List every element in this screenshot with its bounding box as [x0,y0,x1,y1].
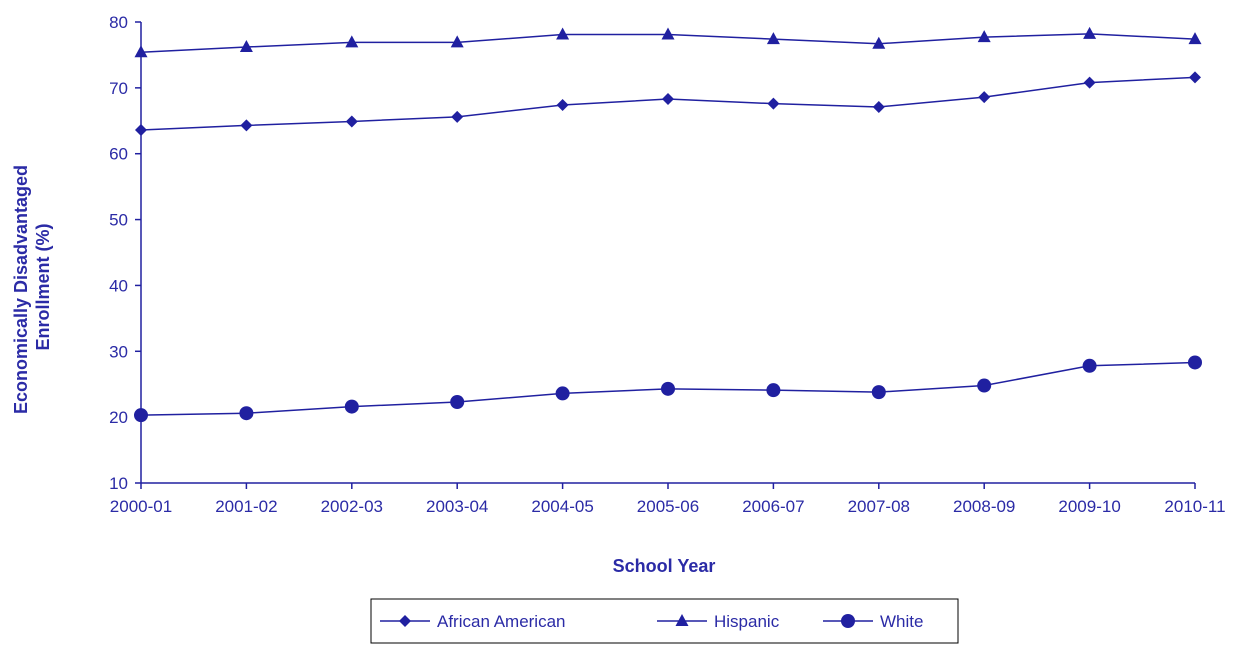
legend-marker-white [841,614,855,628]
legend-item-white: White [823,612,923,631]
legend-item-african-american: African American [380,612,566,631]
x-tick-label: 2010-11 [1164,497,1225,516]
data-point-hispanic [1188,32,1202,45]
data-point-hispanic [450,35,464,48]
series-layer [134,26,1202,423]
y-tick-label: 40 [109,276,128,295]
data-point-white [871,385,886,400]
data-point-white [450,394,465,409]
x-tick-label: 2004-05 [531,497,593,516]
legend-marker-hispanic [675,614,689,626]
legend-label-hispanic: Hispanic [714,612,780,631]
data-point-white [134,408,148,423]
legend: African American Hispanic White [370,598,959,644]
y-axis-title-line-2: Enrollment (%) [33,223,53,350]
x-tick-label: 2006-07 [742,497,804,516]
data-point-hispanic [1083,26,1097,39]
axes [140,22,1195,484]
y-tick-label: 20 [109,408,128,427]
data-point-white [555,386,570,401]
legend-label-white: White [880,612,923,631]
data-point-african-american [556,98,569,111]
data-point-hispanic [766,32,780,45]
x-axis-ticks: 2000-01 2001-02 2002-03 2003-04 2004-05 2005-… [110,483,1226,516]
x-tick-label: 2008-09 [953,497,1015,516]
data-point-african-american [872,100,885,113]
y-axis-title-line-1: Economically Disadvantaged [11,165,31,414]
data-point-hispanic [872,36,886,49]
data-point-hispanic [345,35,359,48]
legend-label-african-american: African American [437,612,566,631]
data-point-white [1082,358,1097,373]
data-point-african-american [978,91,991,104]
data-point-african-american [345,115,358,128]
y-tick-label: 30 [109,342,128,361]
data-point-african-american [135,124,147,137]
x-tick-label: 2000-01 [110,497,172,516]
y-axis-title: Economically Disadvantaged Enrollment (%… [11,160,53,414]
data-point-african-american [1083,76,1096,89]
series-african-american [135,71,1201,137]
data-point-african-american [451,110,464,123]
y-tick-label: 10 [109,474,128,493]
data-point-african-american [662,93,674,106]
y-tick-label: 50 [109,211,128,230]
data-point-african-american [1189,71,1201,84]
legend-marker-african-american [399,615,411,627]
data-point-white [344,399,359,414]
data-point-african-american [767,97,780,110]
y-tick-label: 60 [109,145,128,164]
x-tick-label: 2009-10 [1058,497,1120,516]
data-point-hispanic [556,27,570,40]
x-tick-label: 2002-03 [321,497,383,516]
data-point-african-american [240,119,253,132]
x-axis-title: School Year [613,556,716,576]
y-tick-label: 70 [109,79,128,98]
data-point-hispanic [661,27,675,40]
series-white [134,355,1202,423]
data-point-white [239,406,254,421]
data-point-white [661,381,675,396]
data-point-white [766,383,781,398]
data-point-hispanic [239,40,253,53]
data-point-white [1188,355,1202,370]
y-axis-ticks: 10 20 30 40 50 60 70 80 [109,13,141,493]
legend-item-hispanic: Hispanic [657,612,780,631]
x-tick-label: 2001-02 [215,497,277,516]
x-tick-label: 2007-08 [848,497,910,516]
y-tick-label: 80 [109,13,128,32]
data-point-hispanic [977,30,991,43]
x-tick-label: 2003-04 [426,497,488,516]
data-point-white [977,378,992,393]
data-point-hispanic [134,45,148,58]
series-hispanic [134,26,1202,58]
x-tick-label: 2005-06 [637,497,699,516]
